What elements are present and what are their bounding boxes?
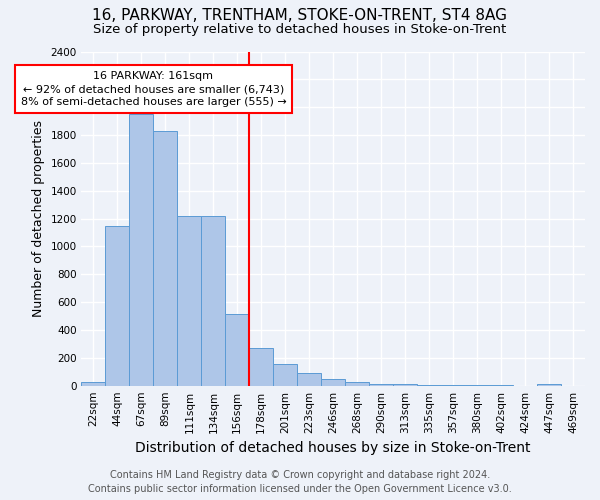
Bar: [130, 114, 154, 386]
Bar: [178, 216, 202, 386]
Text: Contains HM Land Registry data © Crown copyright and database right 2024.
Contai: Contains HM Land Registry data © Crown c…: [88, 470, 512, 494]
Bar: [273, 364, 297, 386]
Bar: [82, 382, 106, 386]
Bar: [249, 348, 273, 386]
Bar: [441, 385, 465, 386]
Bar: [226, 314, 249, 386]
Text: 16, PARKWAY, TRENTHAM, STOKE-ON-TRENT, ST4 8AG: 16, PARKWAY, TRENTHAM, STOKE-ON-TRENT, S…: [92, 8, 508, 22]
Text: Size of property relative to detached houses in Stoke-on-Trent: Size of property relative to detached ho…: [94, 24, 506, 36]
Bar: [297, 373, 321, 386]
Bar: [321, 380, 345, 386]
Bar: [154, 131, 178, 386]
Y-axis label: Number of detached properties: Number of detached properties: [32, 120, 45, 317]
Bar: [106, 226, 130, 386]
Bar: [417, 384, 441, 386]
Text: 16 PARKWAY: 161sqm
← 92% of detached houses are smaller (6,743)
8% of semi-detac: 16 PARKWAY: 161sqm ← 92% of detached hou…: [20, 71, 286, 108]
Bar: [345, 382, 369, 386]
Bar: [537, 384, 561, 386]
X-axis label: Distribution of detached houses by size in Stoke-on-Trent: Distribution of detached houses by size …: [136, 441, 531, 455]
Bar: [202, 216, 226, 386]
Bar: [369, 384, 393, 386]
Bar: [393, 384, 417, 386]
